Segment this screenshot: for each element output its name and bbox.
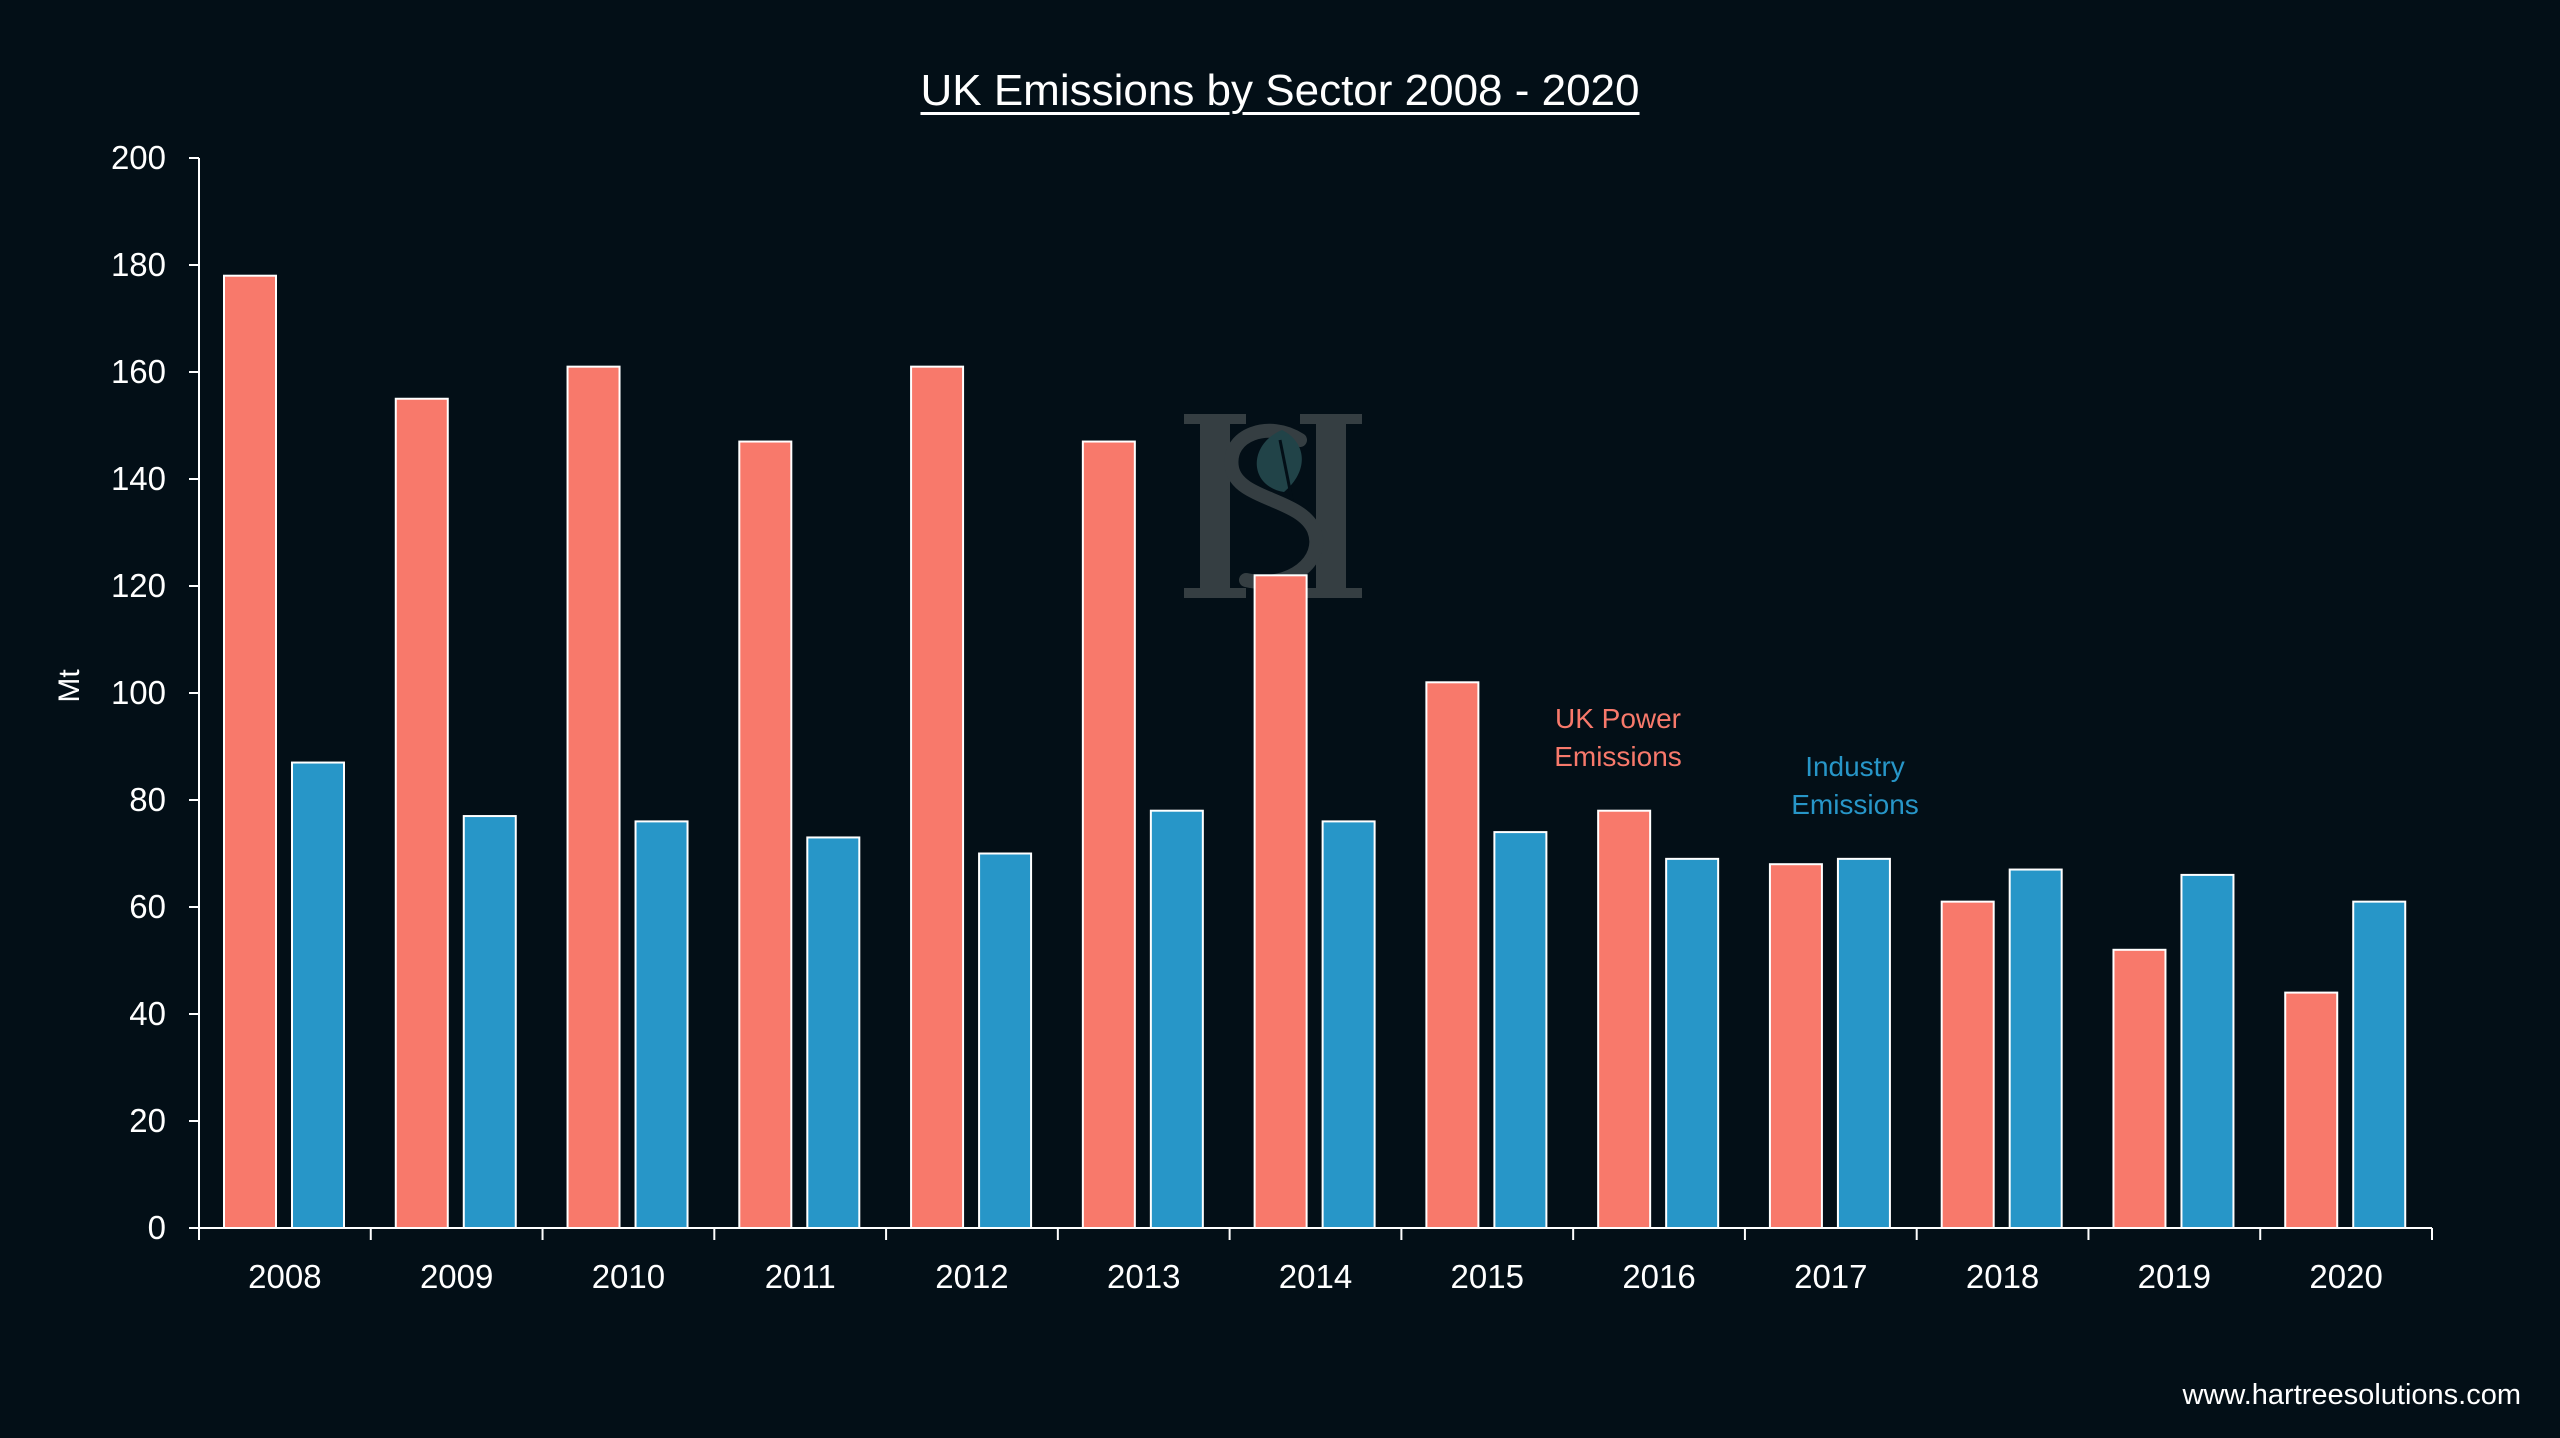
x-tick-label: 2012	[935, 1258, 1008, 1295]
y-tick-label: 200	[111, 139, 166, 176]
bar-uk-power-2020	[2284, 991, 2339, 1229]
watermark-logo	[1184, 414, 1362, 598]
y-tick-label: 0	[148, 1209, 166, 1246]
x-tick-label: 2009	[420, 1258, 493, 1295]
bar-industry-2010	[634, 820, 689, 1230]
y-axis-ticks: 0 20 40 60 80 100 120 140 160 180 200	[111, 139, 199, 1246]
x-tick-label: 2016	[1622, 1258, 1695, 1295]
y-tick-label: 140	[111, 460, 166, 497]
x-tick-label: 2013	[1107, 1258, 1180, 1295]
x-tick-label: 2011	[765, 1258, 836, 1295]
bar-industry-2015	[1493, 831, 1548, 1229]
y-tick-label: 100	[111, 674, 166, 711]
bars-group	[223, 274, 2407, 1230]
x-tick-label: 2015	[1451, 1258, 1524, 1295]
bar-uk-power-2019	[2112, 948, 2167, 1229]
y-tick-label: 120	[111, 567, 166, 604]
bar-industry-2020	[2352, 900, 2407, 1230]
y-tick-label: 40	[129, 995, 166, 1032]
x-tick-label: 2017	[1794, 1258, 1867, 1295]
chart-title: UK Emissions by Sector 2008 - 2020	[920, 66, 1640, 115]
bar-industry-2009	[462, 815, 517, 1229]
bar-industry-2008	[291, 761, 345, 1229]
y-tick-label: 80	[129, 781, 166, 818]
bar-industry-2018	[2008, 868, 2063, 1229]
x-tick-label: 2020	[2309, 1258, 2382, 1295]
bar-industry-2013	[1149, 809, 1204, 1229]
y-tick-label: 60	[129, 888, 166, 925]
source-url: www.hartreesolutions.com	[2182, 1379, 2521, 1411]
y-tick-label: 20	[129, 1102, 166, 1139]
x-tick-label: 2010	[592, 1258, 665, 1295]
bar-uk-power-2012	[910, 365, 965, 1229]
bar-uk-power-2011	[738, 440, 793, 1229]
bar-industry-2011	[806, 836, 861, 1229]
x-tick-label: 2014	[1279, 1258, 1352, 1295]
bar-uk-power-2018	[1940, 900, 1995, 1230]
bar-uk-power-2015	[1425, 681, 1480, 1229]
bar-industry-2012	[978, 852, 1033, 1229]
y-axis-label: Mt	[53, 669, 86, 703]
bar-uk-power-2009	[394, 397, 449, 1229]
y-tick-label: 160	[111, 353, 166, 390]
bar-uk-power-2013	[1081, 440, 1136, 1229]
x-tick-label: 2008	[248, 1258, 321, 1295]
x-tick-label: 2018	[1966, 1258, 2039, 1295]
bar-uk-power-2016	[1597, 809, 1652, 1229]
bar-uk-power-2014	[1253, 574, 1308, 1229]
bar-uk-power-2017	[1768, 863, 1823, 1229]
bar-uk-power-2010	[566, 365, 621, 1229]
legend-industry-emissions: Industry Emissions	[1791, 751, 1919, 820]
x-tick-label: 2019	[2138, 1258, 2211, 1295]
x-axis-ticks: 2008 2009 2010 2011 2012 2013 2014 2015 2016 2017…	[198, 1228, 2433, 1295]
bar-uk-power-2008	[223, 274, 277, 1229]
bar-industry-2016	[1665, 857, 1720, 1229]
leaf-icon	[1256, 430, 1302, 492]
legend-uk-power-emissions: UK Power Emissions	[1554, 703, 1682, 772]
bar-industry-2017	[1836, 857, 1891, 1229]
y-tick-label: 180	[111, 246, 166, 283]
bar-industry-2014	[1321, 820, 1376, 1230]
bar-industry-2019	[2180, 873, 2235, 1230]
